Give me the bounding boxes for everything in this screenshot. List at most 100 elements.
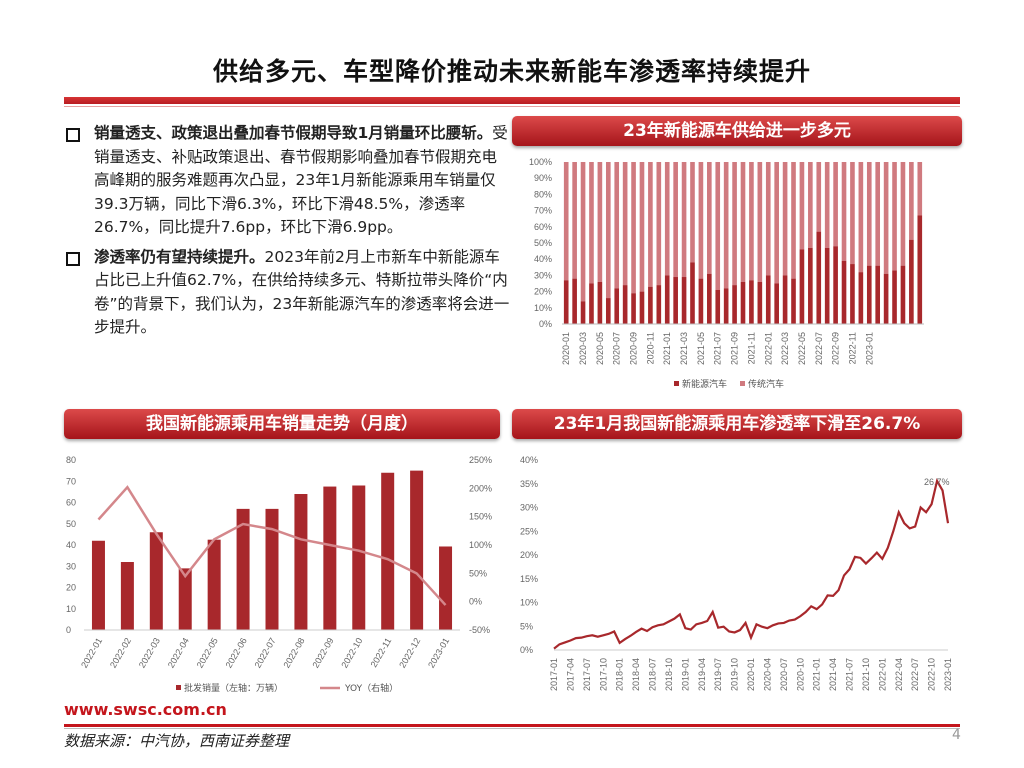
stacked-bar-traditional [664,162,670,276]
x-tick-label: 2021-01 [662,332,672,365]
stacked-bar-nev [664,275,670,324]
square-bullet-icon [66,128,80,142]
x-tick-label: 2020-07 [779,658,789,691]
bullet-text: 2023年前2月上市新车中新能源车占比已上升值62.7%，在供给持续多元、特斯拉… [94,247,510,337]
stacked-bar-traditional [605,162,611,299]
stacked-bar-nev [707,273,712,324]
x-tick-label: 2021-04 [828,658,838,691]
x-tick-label: 2020-10 [795,658,805,691]
stacked-bar-nev [740,281,746,324]
x-tick-label: 2018-04 [631,658,641,691]
x-tick-label: 2022-03 [137,636,162,670]
stacked-bar-nev [715,289,721,324]
website-url[interactable]: www.swsc.com.cn [64,700,227,719]
x-tick-label: 2017-01 [549,658,559,691]
sales-bar [352,485,366,630]
y-tick-label: 30% [534,270,552,280]
stacked-bar-nev [782,275,788,324]
y-tick-label: 50% [534,238,552,248]
bullet-item-sales: 销量透支、政策退出叠加春节假期导致1月销量环比腰斩。受销量透支、补贴政策退出、春… [64,122,510,240]
stacked-bar-nev [774,283,779,324]
stacked-bar-traditional [816,162,822,232]
stacked-bar-nev [833,246,838,324]
y-tick-label: 40% [520,455,538,465]
stacked-bar-traditional [858,162,864,273]
stacked-bar-traditional [656,162,662,286]
stacked-bar-nev [799,249,805,324]
sales-bar [439,546,453,630]
y-tick-label: 60% [534,222,552,232]
stacked-bar-nev [605,298,611,324]
stacked-bar-nev [580,301,586,324]
sales-bar [91,540,105,630]
right-axis-tick-label: 150% [469,512,492,522]
stacked-bar-nev [690,262,695,324]
stacked-bar-nev [639,291,645,324]
x-tick-label: 2022-04 [166,636,191,670]
stacked-bar-traditional [614,162,620,289]
stacked-bar-traditional [572,162,577,279]
stacked-bar-nev [673,277,678,324]
stacked-bar-nev [732,285,737,324]
stacked-bar-traditional [622,162,628,286]
legend-swatch-sales [176,685,181,690]
legend-swatch-traditional [740,381,745,386]
footer-rule [64,724,960,727]
stacked-bar-traditional [824,162,830,248]
right-axis-tick-label: 200% [469,483,492,493]
stacked-bar-nev [765,275,771,324]
stacked-bar-traditional [850,162,855,265]
stacked-bar-traditional [648,162,653,287]
right-axis-tick-label: 0% [469,597,482,607]
x-tick-label: 2020-01 [746,658,756,691]
supply-share-chart: 0% 10% 20% 30% 40% 50% 60% 70% 80% 90% 100% 2020-01… [529,157,924,390]
x-tick-label: 2022-04 [894,658,904,691]
stacked-bar-traditional [639,162,645,292]
stacked-bar-nev [816,231,822,324]
left-axis-tick-label: 70 [66,476,76,486]
x-tick-label: 2022-09 [831,332,841,365]
stacked-bar-traditional [631,162,636,294]
y-tick-label: 20% [520,550,538,560]
data-label-latest: 26.7% [924,477,950,487]
stacked-bar-nev [858,272,864,324]
legend-label-yoy: YOY（右轴） [344,682,398,694]
stacked-bar-traditional [589,162,594,284]
right-axis-tick-label: 250% [469,455,492,465]
stacked-bar-traditional [690,162,695,263]
x-tick-label: 2021-09 [730,332,740,365]
stacked-bar-traditional [765,162,771,276]
bullet-list: 销量透支、政策退出叠加春节假期导致1月销量环比腰斩。受销量透支、补贴政策退出、春… [64,122,510,346]
x-tick-label: 2023-01 [943,658,953,691]
x-tick-label: 2019-10 [730,658,740,691]
data-source-note: 数据来源：中汽协，西南证券整理 [64,732,290,750]
stacked-bar-nev [656,285,662,324]
right-axis-tick-label: 50% [469,568,487,578]
right-axis-tick-label: -50% [469,625,490,635]
x-tick-label: 2022-01 [79,636,104,670]
x-tick-label: 2022-09 [310,636,335,670]
y-tick-label: 90% [534,173,552,183]
stacked-bar-traditional [563,162,569,281]
y-tick-label: 30% [520,503,538,513]
y-tick-label: 20% [534,287,552,297]
x-tick-label: 2021-05 [696,332,706,365]
x-tick-label: 2022-07 [253,636,278,670]
y-tick-label: 70% [534,206,552,216]
sales-bar [120,562,134,630]
x-tick-label: 2017-10 [598,658,608,691]
x-tick-label: 2023-01 [426,636,451,670]
stacked-bar-traditional [597,162,603,282]
bullet-text: 受销量透支、补贴政策退出、春节假期影响叠加春节假期充电高峰期的服务难题再次凸显，… [94,124,508,236]
stacked-bar-traditional [715,162,721,290]
bullet-item-penetration: 渗透率仍有望持续提升。2023年前2月上市新车中新能源车占比已上升值62.7%，… [64,246,510,340]
stacked-bar-traditional [875,162,881,266]
x-tick-label: 2020-04 [762,658,772,691]
sales-bar [149,532,163,630]
sales-trend-chart: 0 10 20 30 40 50 60 70 80 -50% 0% 50% 100% 150% 200% 25… [66,455,492,694]
title-underline [64,97,960,104]
stacked-bar-nev [883,273,889,324]
sales-bar [381,472,395,630]
x-tick-label: 2021-11 [746,332,756,364]
y-tick-label: 40% [534,254,552,264]
